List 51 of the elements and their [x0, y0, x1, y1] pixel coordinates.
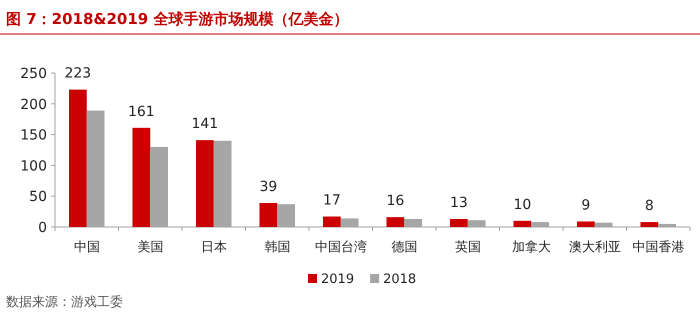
x-tick-label: 加拿大	[512, 240, 551, 255]
x-tick-label: 美国	[137, 239, 164, 255]
data-label: 141	[191, 116, 218, 132]
bar	[450, 218, 468, 227]
bar	[277, 204, 296, 227]
x-tick-label: 澳大利亚	[568, 240, 621, 255]
data-label: 13	[450, 194, 468, 211]
data-label: 223	[64, 66, 92, 82]
bar	[150, 146, 168, 227]
bar	[214, 140, 232, 227]
bar	[322, 216, 341, 227]
x-tick-label: 日本	[200, 240, 227, 255]
bar	[658, 224, 676, 227]
bar	[594, 222, 613, 227]
data-label: 161	[128, 104, 155, 120]
y-tick-label: 250	[20, 66, 47, 82]
bar	[386, 217, 404, 227]
bar	[132, 128, 150, 227]
data-label: 10	[513, 196, 532, 213]
legend-label: 2019	[321, 272, 354, 287]
y-tick-label: 0	[38, 220, 47, 236]
data-label: 39	[259, 178, 278, 195]
bar	[404, 218, 422, 227]
bar	[259, 202, 278, 227]
plot: 0 50 100 150 200 250 中国 美国 日本 韩国 中国台湾 德国 英国 加拿大 澳大利亚 中国香港 223 161 141 39 17 16 13 10 9 8	[20, 66, 690, 255]
bar	[640, 222, 658, 227]
bar	[68, 90, 87, 227]
data-label: 9	[581, 197, 590, 214]
bar	[196, 140, 214, 227]
legend-label: 2018	[383, 272, 416, 287]
y-tick-label: 100	[20, 158, 47, 174]
x-tick-label: 中国香港	[632, 240, 684, 255]
bar	[531, 222, 550, 227]
bar	[86, 110, 105, 227]
bar	[340, 218, 359, 227]
data-label: 17	[322, 192, 341, 209]
data-label: 8	[644, 198, 654, 214]
x-tick-label: 德国	[391, 240, 418, 255]
y-tick-label: 150	[20, 128, 47, 144]
x-tick-label: 中国	[74, 240, 100, 255]
bar	[576, 221, 595, 227]
bar	[513, 220, 532, 227]
annotation: 数据来源：游戏工委	[6, 295, 123, 310]
x-tick-label: 英国	[454, 240, 481, 255]
title: 图 7：2018&2019 全球手游市场规模（亿美金）	[6, 10, 348, 28]
x-tick-label: 韩国	[264, 240, 290, 255]
y-tick-label: 200	[20, 96, 47, 113]
y-tick-label: 50	[29, 189, 47, 206]
data-label: 16	[386, 193, 404, 210]
x-tick-label: 中国台湾	[314, 239, 367, 255]
bar	[468, 220, 486, 227]
